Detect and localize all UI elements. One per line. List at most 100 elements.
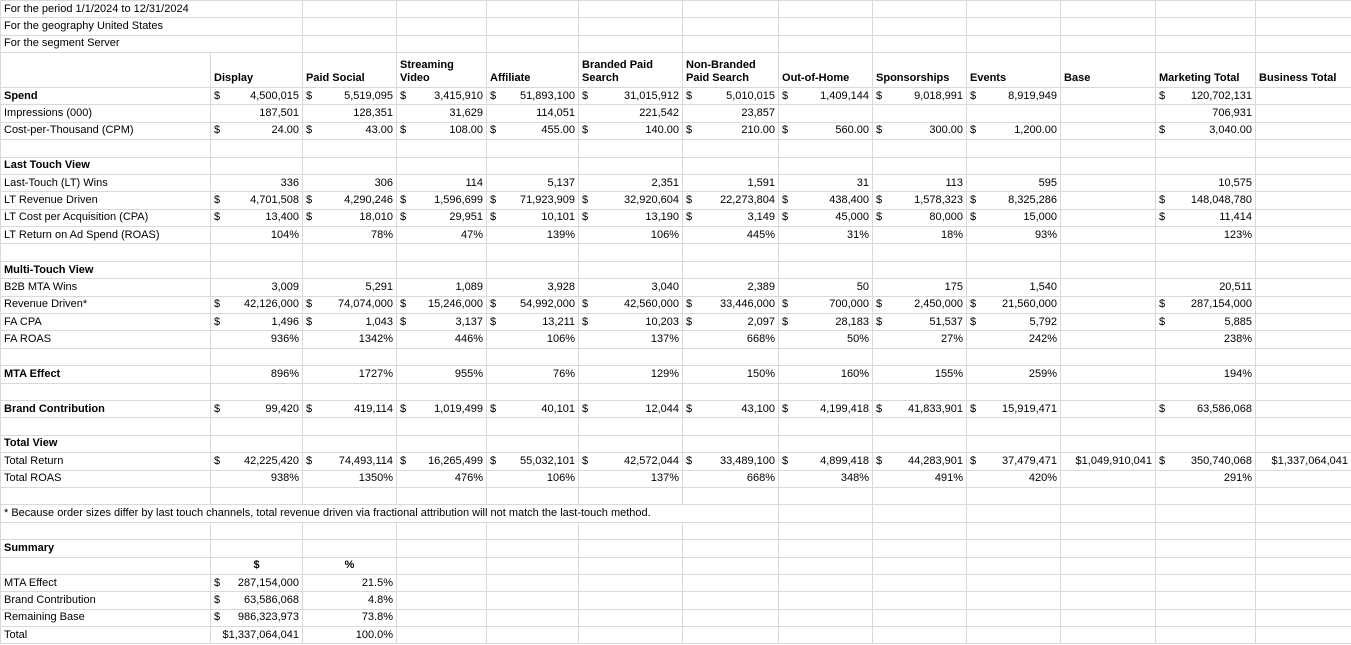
cell[interactable]: $2,097 bbox=[682, 313, 780, 332]
cell[interactable] bbox=[778, 139, 874, 158]
row-label[interactable]: Total View bbox=[0, 434, 211, 454]
cell[interactable]: 78% bbox=[302, 226, 398, 245]
cell[interactable] bbox=[872, 626, 968, 645]
cell[interactable] bbox=[682, 17, 780, 36]
cell[interactable]: $15,246,000 bbox=[396, 295, 488, 315]
cell[interactable]: $13,190 bbox=[578, 208, 684, 228]
cell[interactable] bbox=[486, 34, 580, 54]
cell[interactable]: 123% bbox=[1155, 226, 1257, 245]
cell[interactable]: $3,137 bbox=[396, 313, 488, 332]
cell[interactable]: 445% bbox=[682, 226, 780, 245]
cell[interactable]: $700,000 bbox=[778, 295, 874, 315]
cell[interactable] bbox=[872, 591, 968, 610]
cell[interactable] bbox=[302, 17, 398, 36]
cell[interactable] bbox=[778, 521, 874, 541]
cell[interactable] bbox=[682, 382, 780, 402]
cell[interactable] bbox=[1060, 382, 1157, 402]
cell[interactable] bbox=[1255, 626, 1351, 645]
cell[interactable] bbox=[872, 539, 968, 558]
cell[interactable]: 100.0% bbox=[302, 626, 398, 645]
cell[interactable] bbox=[1155, 0, 1257, 19]
cell[interactable] bbox=[682, 243, 780, 262]
cell[interactable]: $4,199,418 bbox=[778, 399, 874, 419]
cell[interactable] bbox=[1060, 121, 1157, 141]
cell[interactable]: $11,414 bbox=[1155, 208, 1257, 228]
column-header[interactable]: Branded Paid Search bbox=[578, 52, 684, 88]
cell[interactable] bbox=[302, 139, 398, 158]
cell[interactable] bbox=[578, 486, 684, 506]
cell[interactable] bbox=[1155, 417, 1257, 436]
cell[interactable]: $1,049,910,041 bbox=[1060, 452, 1157, 471]
cell[interactable]: $15,000 bbox=[966, 208, 1062, 228]
cell[interactable]: % bbox=[302, 556, 398, 575]
cell[interactable] bbox=[1255, 313, 1351, 332]
cell[interactable]: 23,857 bbox=[682, 104, 780, 123]
cell[interactable] bbox=[1060, 208, 1157, 228]
cell[interactable]: 5,137 bbox=[486, 173, 580, 193]
cell[interactable]: $108.00 bbox=[396, 121, 488, 141]
cell[interactable]: 106% bbox=[486, 469, 580, 488]
report-period-line[interactable]: For the period 1/1/2024 to 12/31/2024 bbox=[0, 0, 304, 19]
cell[interactable] bbox=[966, 104, 1062, 123]
cell[interactable] bbox=[578, 34, 684, 54]
cell[interactable]: $560.00 bbox=[778, 121, 874, 141]
cell[interactable] bbox=[1255, 382, 1351, 402]
cell[interactable] bbox=[396, 608, 488, 628]
cell[interactable] bbox=[872, 0, 968, 19]
cell[interactable]: $42,560,000 bbox=[578, 295, 684, 315]
row-label[interactable]: Brand Contribution bbox=[0, 591, 211, 610]
row-label[interactable]: MTA Effect bbox=[0, 365, 211, 384]
cell[interactable] bbox=[578, 382, 684, 402]
cell[interactable] bbox=[396, 521, 488, 541]
cell[interactable] bbox=[396, 17, 488, 36]
cell[interactable] bbox=[1060, 626, 1157, 645]
row-label[interactable]: Last-Touch (LT) Wins bbox=[0, 173, 211, 193]
cell[interactable] bbox=[1255, 365, 1351, 384]
cell[interactable]: 2,389 bbox=[682, 278, 780, 297]
cell[interactable] bbox=[778, 434, 874, 454]
cell[interactable] bbox=[1060, 226, 1157, 245]
cell[interactable] bbox=[1060, 330, 1157, 349]
cell[interactable] bbox=[778, 556, 874, 575]
cell[interactable] bbox=[1060, 521, 1157, 541]
cell[interactable] bbox=[778, 347, 874, 367]
cell[interactable]: $40,101 bbox=[486, 399, 580, 419]
cell[interactable]: $74,074,000 bbox=[302, 295, 398, 315]
cell[interactable]: 238% bbox=[1155, 330, 1257, 349]
cell[interactable] bbox=[396, 417, 488, 436]
cell[interactable]: $4,899,418 bbox=[778, 452, 874, 471]
cell[interactable] bbox=[1060, 556, 1157, 575]
cell[interactable]: 128,351 bbox=[302, 104, 398, 123]
row-label[interactable]: Total ROAS bbox=[0, 469, 211, 488]
cell[interactable]: $2,450,000 bbox=[872, 295, 968, 315]
cell[interactable] bbox=[209, 417, 304, 436]
cell[interactable] bbox=[872, 382, 968, 402]
row-label[interactable]: Revenue Driven* bbox=[0, 295, 211, 315]
cell[interactable]: 31,629 bbox=[396, 104, 488, 123]
cell[interactable]: 348% bbox=[778, 469, 874, 488]
cell[interactable] bbox=[682, 347, 780, 367]
cell[interactable] bbox=[1060, 104, 1157, 123]
cell[interactable] bbox=[1255, 208, 1351, 228]
cell[interactable] bbox=[1060, 591, 1157, 610]
corner-cell[interactable] bbox=[0, 52, 211, 88]
row-label[interactable] bbox=[0, 417, 211, 436]
cell[interactable] bbox=[578, 591, 684, 610]
row-label[interactable] bbox=[0, 243, 211, 262]
cell[interactable] bbox=[1255, 573, 1351, 593]
cell[interactable] bbox=[966, 17, 1062, 36]
cell[interactable]: $16,265,499 bbox=[396, 452, 488, 471]
cell[interactable]: $99,420 bbox=[209, 399, 304, 419]
cell[interactable]: $5,792 bbox=[966, 313, 1062, 332]
cell[interactable]: 106% bbox=[486, 330, 580, 349]
cell[interactable] bbox=[486, 260, 580, 280]
cell[interactable]: 936% bbox=[209, 330, 304, 349]
column-header[interactable]: Streaming Video bbox=[396, 52, 488, 88]
cell[interactable] bbox=[1255, 521, 1351, 541]
cell[interactable]: 20,511 bbox=[1155, 278, 1257, 297]
cell[interactable] bbox=[486, 573, 580, 593]
cell[interactable] bbox=[778, 591, 874, 610]
cell[interactable] bbox=[1255, 417, 1351, 436]
cell[interactable]: 50% bbox=[778, 330, 874, 349]
cell[interactable] bbox=[396, 556, 488, 575]
